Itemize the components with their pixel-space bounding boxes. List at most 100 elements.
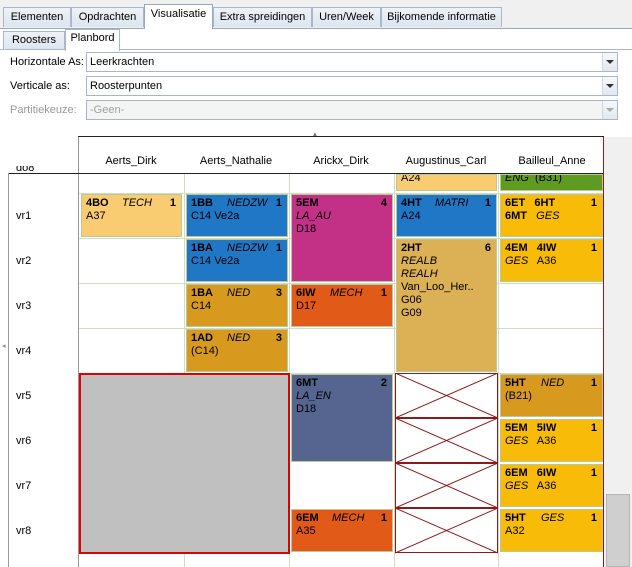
row-header: vr6 — [16, 435, 32, 447]
lesson-block[interactable]: 4BO TECH 1 A37 — [81, 194, 182, 237]
tab-extra-spreidingen[interactable]: Extra spreidingen — [213, 7, 312, 27]
column-header: Aerts_Nathalie — [199, 155, 273, 167]
block-count: 1 — [169, 197, 176, 209]
block-count: 4 — [380, 197, 387, 209]
horizontal-axis-value: Leerkrachten — [90, 56, 155, 68]
block-class: 5IW — [536, 422, 557, 434]
lesson-block[interactable]: 6EM 6IW 1 GES A36 — [500, 464, 603, 507]
selection-area[interactable] — [79, 373, 290, 554]
block-subject: MECH — [330, 287, 363, 299]
block-room: A36 — [536, 255, 557, 267]
block-room: A24 — [401, 174, 421, 184]
lesson-block[interactable]: 6MT 2 LA_EN D18 — [291, 374, 393, 462]
block-class: 5HT — [505, 512, 526, 524]
vertical-axis-select[interactable]: Roosterpunten — [86, 76, 618, 96]
vertical-axis-value: Roosterpunten — [90, 80, 163, 92]
lesson-block[interactable]: 1BB NEDZW 1 C14 Ve2a — [186, 194, 288, 237]
column-header: Aerts_Dirk — [105, 155, 157, 167]
block-room: (B21) — [505, 390, 532, 402]
blocked-cell — [395, 418, 498, 463]
main-tab-bar: Elementen Opdrachten Visualisatie Extra … — [0, 0, 632, 30]
partition-label: Partitiekeuze: — [10, 104, 77, 116]
lesson-block[interactable]: 4HT MATRI 1 A24 — [396, 194, 497, 237]
block-class: 6EM — [296, 512, 319, 524]
lesson-block[interactable]: 5EM 4 LA_AU D18 — [291, 194, 393, 282]
block-subject: GES — [505, 255, 529, 267]
partition-select: -Geen- — [86, 100, 618, 120]
block-teacher: Van_Loo_Her.. — [401, 281, 474, 293]
block-class: 6MT — [505, 210, 527, 222]
subtab-planbord[interactable]: Planbord — [65, 29, 120, 51]
block-room: C14 Ve2a — [191, 255, 240, 267]
lesson-block[interactable]: 1AD NED 3 (C14) — [186, 329, 288, 372]
block-subject: NEDZW — [227, 242, 268, 254]
lesson-block[interactable]: 1BA NED 3 C14 — [186, 284, 288, 327]
subtab-divider — [0, 49, 632, 50]
block-subject: GES — [541, 512, 565, 524]
block-room: G06 — [401, 294, 422, 306]
block-room: A35 — [296, 525, 316, 537]
scrollbar-thumb[interactable] — [606, 494, 630, 567]
grid-left-border — [78, 137, 79, 567]
subtab-roosters[interactable]: Roosters — [3, 31, 65, 50]
block-room: D18 — [296, 223, 317, 235]
row-header: vr5 — [16, 390, 32, 402]
block-room: (B31) — [534, 174, 562, 184]
tab-elementen[interactable]: Elementen — [3, 7, 71, 27]
lesson-block[interactable]: 5EM 5IW 1 GES A36 — [500, 419, 603, 462]
grid-top-border — [78, 136, 604, 137]
tab-uren-week[interactable]: Uren/Week — [312, 7, 381, 27]
lesson-block[interactable]: 5HT NED 1 (B21) — [500, 374, 603, 417]
block-room: D18 — [296, 403, 317, 415]
chevron-down-icon[interactable] — [602, 77, 617, 95]
lesson-block[interactable]: 4EM 4IW 1 GES A36 — [500, 239, 603, 282]
block-count: 1 — [590, 377, 597, 389]
tab-visualisatie[interactable]: Visualisatie — [144, 4, 213, 29]
block-class: 6EM — [505, 467, 528, 479]
blocked-cell — [395, 373, 498, 418]
block-class: 6HT — [534, 197, 556, 209]
header-separator — [8, 173, 604, 174]
column-header: Arickx_Dirk — [313, 155, 369, 167]
row-header: vr3 — [16, 300, 32, 312]
block-subject: GES — [505, 480, 529, 492]
grid-line — [79, 193, 603, 194]
lesson-block[interactable]: A24 — [396, 174, 497, 191]
grid-line — [289, 174, 290, 567]
horizontal-axis-select[interactable]: Leerkrachten — [86, 52, 618, 72]
lesson-block[interactable]: 6IW MECH 1 D17 — [291, 284, 393, 327]
block-class: 6IW — [536, 467, 557, 479]
lesson-block[interactable]: 6EM MECH 1 A35 — [291, 509, 393, 552]
block-class: 5HT — [505, 377, 526, 389]
block-subject: LA_AU — [296, 210, 331, 222]
block-class: 4EM — [505, 242, 528, 254]
splitter-arrow-icon[interactable]: ◂ — [2, 343, 6, 350]
block-count: 1 — [590, 197, 597, 209]
block-room: A36 — [536, 480, 557, 492]
sub-tab-bar: Roosters Planbord — [0, 29, 632, 51]
block-room: A36 — [536, 435, 557, 447]
block-class: 5EM — [505, 422, 528, 434]
chevron-down-icon[interactable] — [602, 53, 617, 71]
tab-opdrachten[interactable]: Opdrachten — [71, 7, 144, 27]
tab-bijkomende-informatie[interactable]: Bijkomende informatie — [381, 7, 502, 27]
row-header: vr7 — [16, 480, 32, 492]
grid-line — [498, 174, 499, 567]
lesson-block[interactable]: ENG (B31) — [500, 174, 603, 191]
grid-right-border — [603, 137, 604, 567]
lesson-block[interactable]: 1BA NEDZW 1 C14 Ve2a — [186, 239, 288, 282]
splitter-handle-icon[interactable]: ▲ — [311, 130, 319, 139]
block-class: 1AD — [191, 332, 214, 344]
block-class: 5EM — [296, 197, 319, 209]
block-room: (C14) — [191, 345, 219, 357]
unavailable-cells — [395, 373, 498, 554]
block-subject: REALB — [401, 255, 438, 267]
block-subject: LA_EN — [296, 390, 331, 402]
lesson-block[interactable]: 2HT 6 REALB REALH Van_Loo_Her.. G06 G09 — [396, 239, 497, 372]
row-header: vr1 — [16, 210, 32, 222]
horizontal-axis-label: Horizontale As: — [10, 56, 84, 68]
block-class: 1BB — [191, 197, 214, 209]
lesson-block[interactable]: 5HT GES 1 A32 — [500, 509, 603, 552]
lesson-block[interactable]: 6ET 6HT 1 6MT GES — [500, 194, 603, 237]
block-class: 6ET — [505, 197, 526, 209]
